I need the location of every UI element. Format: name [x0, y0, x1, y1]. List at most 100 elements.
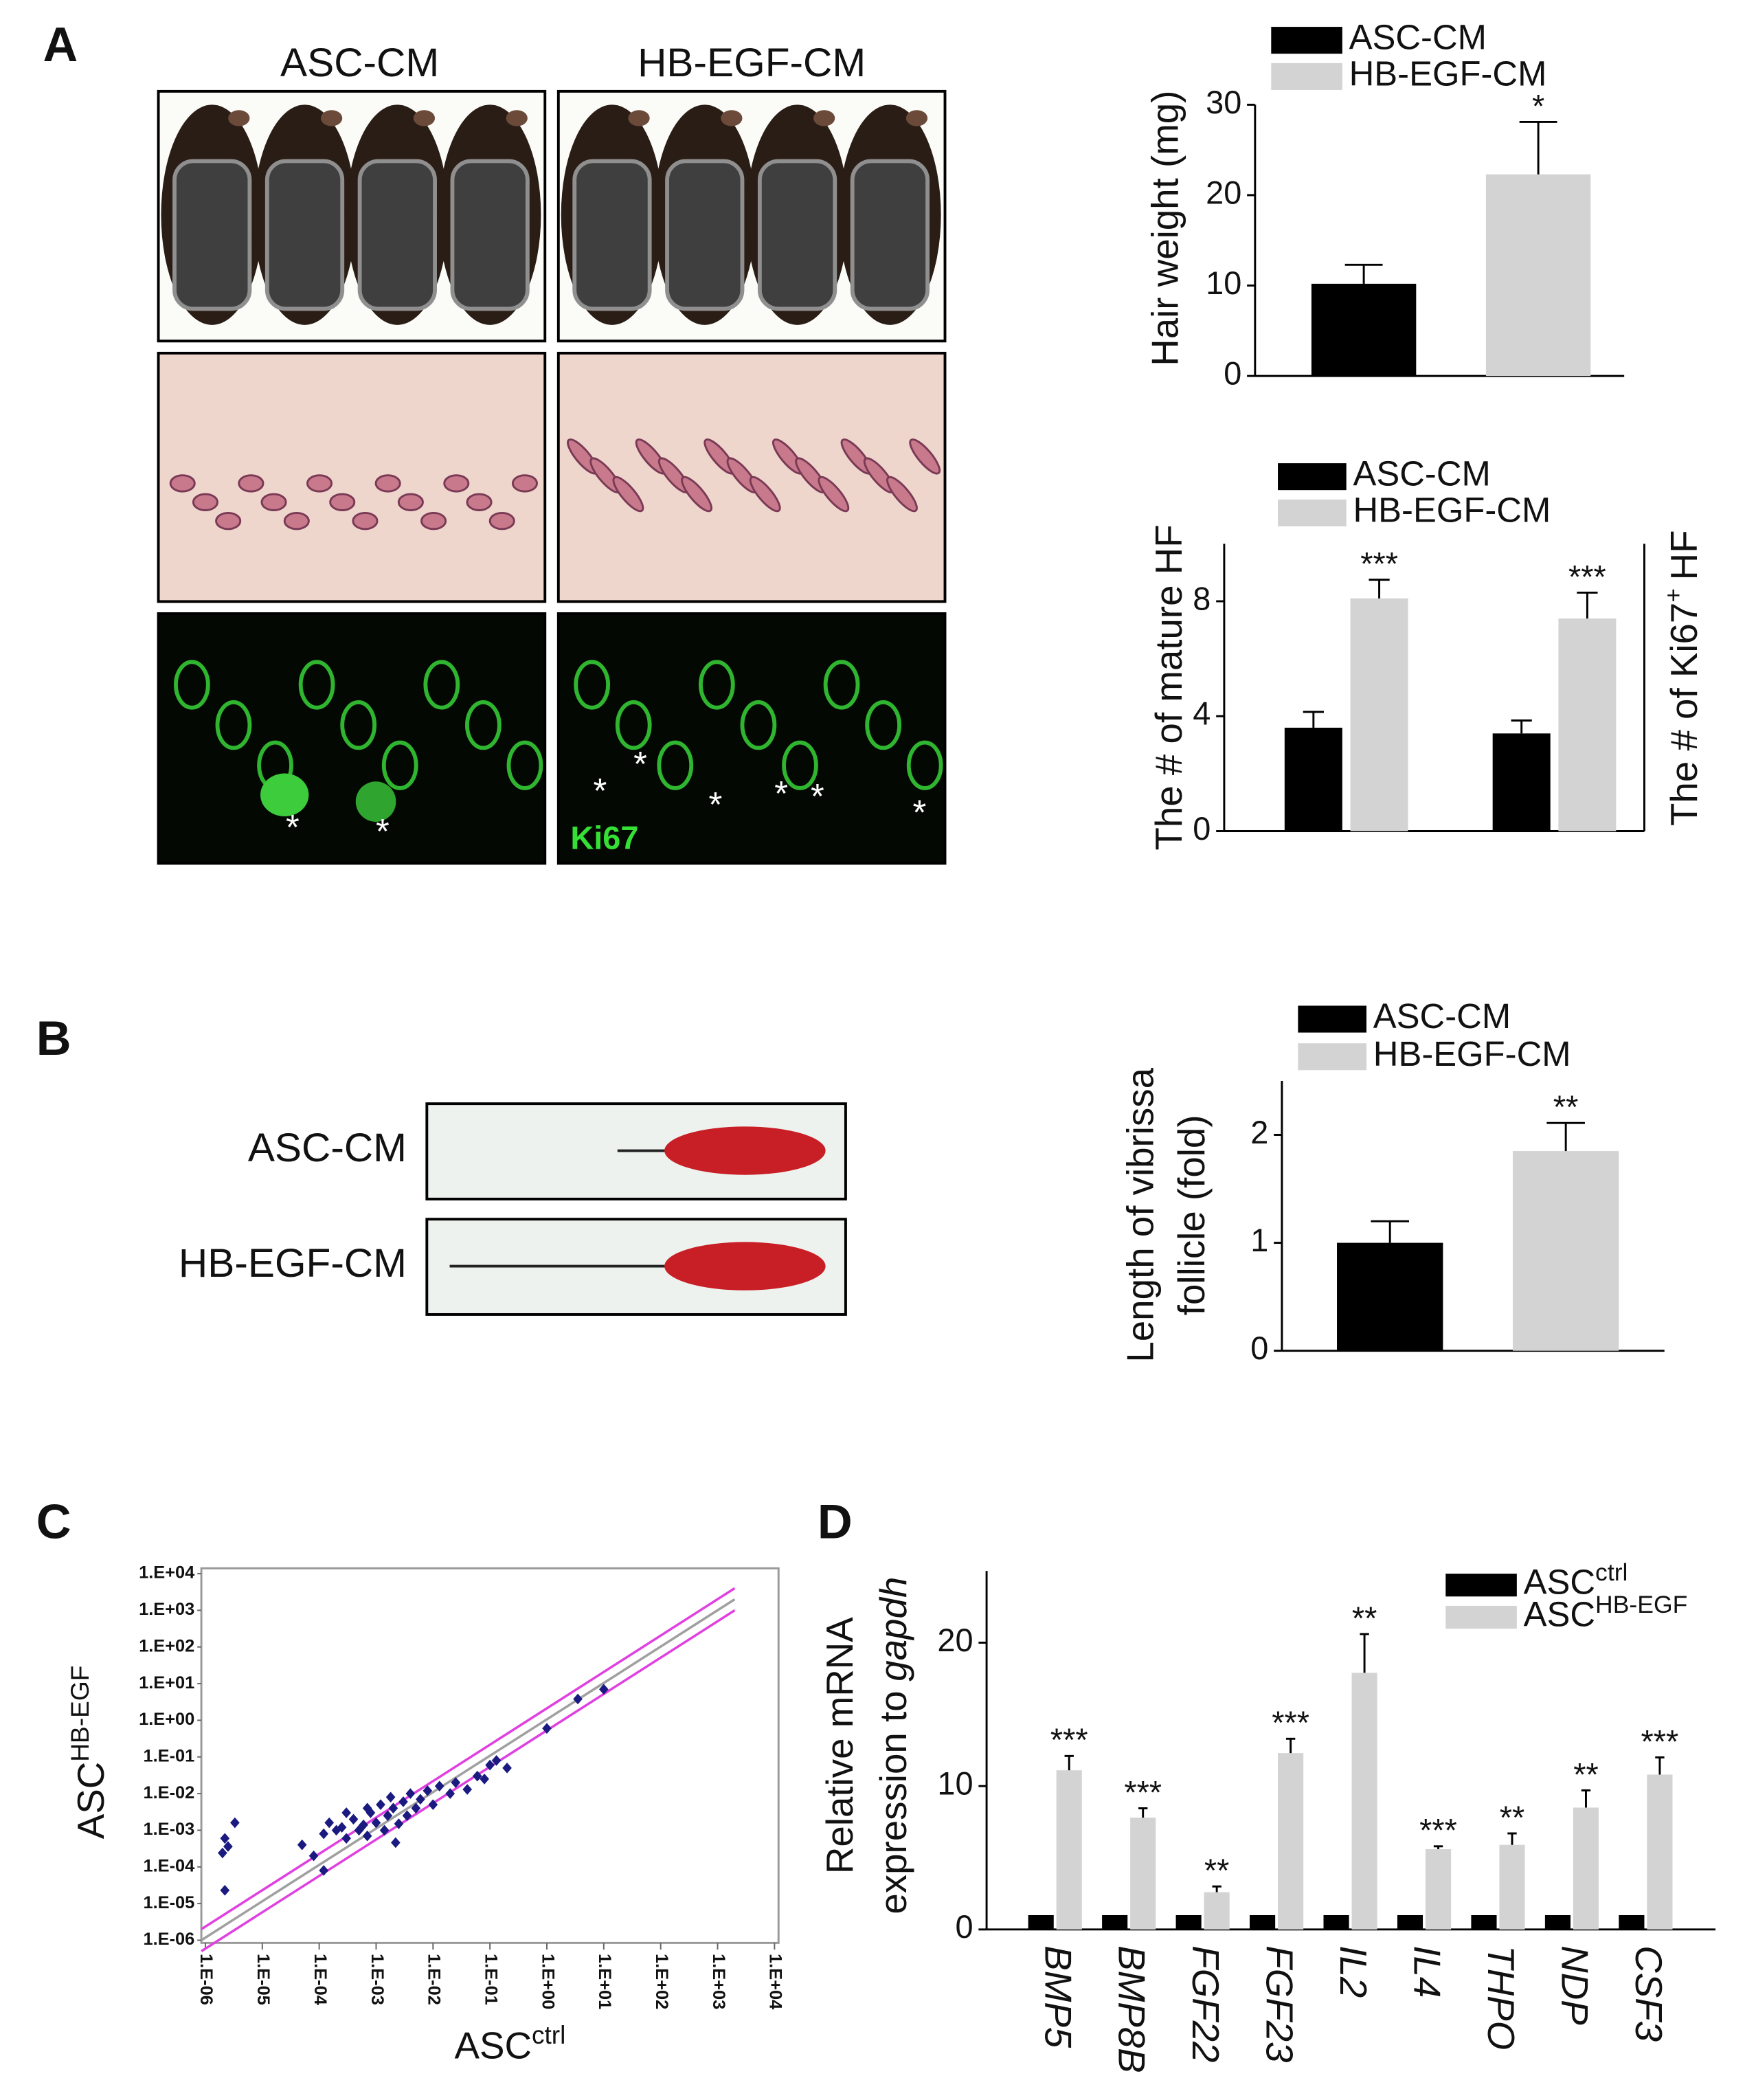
data-point: [359, 1819, 368, 1831]
bar: [1512, 1151, 1619, 1351]
data-point: [385, 1791, 396, 1803]
bar: [1323, 1914, 1349, 1930]
asterisk: *: [709, 785, 723, 824]
text-part: gapdh: [872, 1577, 915, 1682]
text-part: ASC: [69, 1762, 112, 1839]
follicle: [681, 476, 712, 513]
data-point: [599, 1684, 609, 1695]
follicle-signal: [506, 740, 543, 790]
significance: ***: [1050, 1722, 1088, 1758]
follicle: [612, 476, 644, 513]
legend-label: ASC-CM: [1349, 18, 1487, 57]
x-axis-label: ASCctrl: [455, 2020, 566, 2067]
legend-swatch: [1298, 1005, 1367, 1033]
text-part: expression to: [872, 1690, 915, 1914]
bar: [1485, 174, 1591, 377]
reference-line: [201, 1598, 736, 1941]
y-axis-label: ASCHB-EGF: [65, 1666, 112, 1840]
significance: **: [1204, 1853, 1229, 1888]
data-point: [319, 1865, 329, 1876]
data-point: [472, 1770, 482, 1782]
data-point: [388, 1802, 398, 1814]
y-tick-label: 20: [937, 1622, 973, 1658]
data-point: [402, 1810, 412, 1822]
data-point: [411, 1802, 421, 1814]
x-tick-label: 1.E-02: [425, 1954, 444, 2005]
follicle: [511, 474, 539, 493]
shaved-area: [172, 159, 252, 311]
asterisk: *: [912, 792, 926, 831]
follicle: [420, 511, 447, 530]
panel-label: D: [818, 1494, 853, 1548]
data-point: [220, 1833, 230, 1844]
text-part: HB-EGF-CM: [1349, 54, 1547, 93]
y-tick-label: 1: [1250, 1222, 1268, 1258]
data-point: [405, 1788, 416, 1799]
bar: [1204, 1892, 1230, 1930]
significance: ***: [1419, 1813, 1457, 1848]
data-point: [462, 1784, 473, 1795]
text-part: The # of Ki67: [1663, 603, 1705, 826]
column-header: ASC-CM: [280, 41, 439, 85]
shaved-area: [757, 159, 837, 311]
ear: [320, 110, 343, 126]
bar: [1544, 1914, 1570, 1930]
data-point: [319, 1828, 329, 1840]
text-part: HB-EGF-CM: [1353, 491, 1551, 530]
follicle: [329, 493, 356, 511]
y-axis-label: The # of mature HF: [1147, 524, 1190, 850]
y-axis-label: expression to gapdh: [872, 1577, 915, 1914]
legend-label: ASC-CM: [1373, 996, 1511, 1036]
legend-label: ASCctrl: [1524, 1559, 1628, 1602]
significance: ***: [1641, 1723, 1679, 1759]
significance: **: [1352, 1600, 1377, 1636]
legend-swatch: [1271, 27, 1342, 54]
legend-label: HB-EGF-CM: [1353, 491, 1551, 530]
data-point: [542, 1723, 552, 1734]
y-axis-label: Hair weight (mg): [1143, 91, 1186, 366]
bar: [1284, 727, 1342, 831]
text-part: +: [1660, 588, 1687, 603]
stain-label: Ki67: [570, 820, 638, 856]
text-part: ASC-CM: [1353, 454, 1490, 493]
asterisk: *: [376, 812, 390, 851]
data-point: [390, 1837, 401, 1848]
follicle-signal: [782, 740, 818, 790]
bar: [1175, 1914, 1202, 1930]
y-tick-label: 0: [955, 1909, 973, 1945]
legend-label: ASC-CM: [1353, 454, 1490, 493]
data-point: [451, 1777, 461, 1788]
text-part: HB-EGF: [1595, 1591, 1687, 1618]
follicle-signal: [355, 781, 396, 822]
y-tick-label: 2: [1250, 1115, 1268, 1150]
significance: ***: [1124, 1774, 1162, 1810]
y-tick-label: 1.E-03: [143, 1820, 194, 1839]
text-part: follicle (fold): [1170, 1115, 1213, 1315]
legend-swatch: [1445, 1574, 1517, 1597]
legend-label: HB-EGF-CM: [1349, 54, 1547, 93]
histology-frame: [157, 351, 547, 603]
follicle-signal: [423, 660, 460, 710]
x-tick-label: 1.E-03: [368, 1954, 387, 2005]
follicle-signal: [657, 740, 694, 790]
follicle-signal: [865, 700, 902, 750]
data-point: [394, 1818, 404, 1829]
row-label: ASC-CM: [248, 1126, 407, 1170]
follicle: [169, 474, 196, 493]
y-tick-label: 20: [1206, 175, 1241, 210]
data-point: [297, 1839, 307, 1851]
row-label: HB-EGF-CM: [179, 1241, 407, 1286]
follicle: [192, 493, 218, 511]
fluorescence-frame: [157, 612, 547, 865]
y-tick-label: 1.E-06: [143, 1930, 194, 1949]
follicle-signal: [381, 740, 418, 790]
ear: [228, 110, 250, 126]
bar: [1492, 733, 1551, 831]
x-tick-label: 1.E+03: [709, 1954, 728, 2009]
data-point: [383, 1810, 393, 1822]
data-point: [573, 1693, 583, 1705]
bar: [1278, 1753, 1304, 1930]
x-tick-label: THPO: [1480, 1945, 1522, 2050]
follicle: [488, 511, 515, 530]
significance: ***: [1568, 559, 1606, 594]
